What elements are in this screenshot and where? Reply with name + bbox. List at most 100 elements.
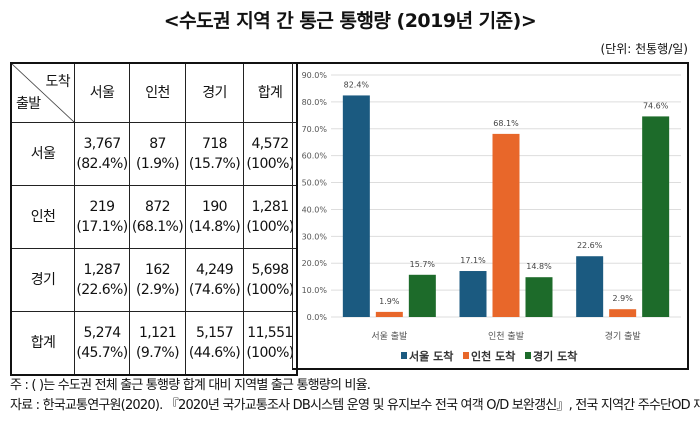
- cell-value: 872: [145, 199, 171, 215]
- cell-percent: (15.7%): [188, 156, 241, 172]
- data-label: 1.9%: [379, 297, 400, 306]
- row-header: 경기: [10, 248, 75, 312]
- unit-label: (단위: 천통행/일): [600, 42, 688, 56]
- data-label: 15.7%: [410, 260, 436, 269]
- table-cell: 11,551 (100%): [243, 311, 298, 376]
- commute-table: 도착 출발 서울 인천 경기 합계 서울 3,767 (82.4%) 87 (1.9%) 7…: [10, 62, 298, 376]
- cell-percent: (100%): [246, 345, 294, 361]
- col-header: 합계: [243, 62, 298, 123]
- cell-value: 718: [202, 136, 228, 152]
- table-cell: 1,121 (9.7%): [129, 311, 186, 376]
- legend-label: 서울 도착: [409, 349, 453, 363]
- corner-arrival: 도착: [45, 74, 70, 90]
- y-tick-label: 80.0%: [302, 98, 328, 107]
- cell-percent: (100%): [246, 156, 294, 172]
- data-label: 74.6%: [643, 101, 669, 110]
- data-label: 2.9%: [613, 294, 634, 303]
- cell-percent: (1.9%): [136, 156, 180, 172]
- y-tick-label: 40.0%: [302, 205, 328, 214]
- y-tick-label: 30.0%: [302, 232, 328, 241]
- page-title: <수도권 지역 간 통근 통행량 (2019년 기준)>: [163, 10, 537, 32]
- table-cell: 190 (14.8%): [185, 185, 244, 249]
- cell-percent: (82.4%): [76, 156, 128, 172]
- cell-percent: (45.7%): [76, 345, 128, 361]
- cell-percent: (44.6%): [188, 345, 241, 361]
- legend-swatch: [463, 352, 469, 359]
- row-header: 합계: [10, 311, 75, 376]
- row-header: 인천: [10, 185, 75, 249]
- cell-percent: (2.9%): [136, 282, 180, 298]
- col-header: 경기: [185, 62, 244, 123]
- cell-value: 1,287: [83, 262, 121, 278]
- table-row: 합계 5,274 (45.7%) 1,121 (9.7%) 5,157 (44.6%) 11,…: [10, 311, 298, 376]
- y-tick-label: 70.0%: [302, 125, 328, 134]
- chart: 0.0% 10.0% 20.0% 30.0% 40.0% 50.0% 60.0% 70.0% 8…: [292, 62, 689, 370]
- cell-value: 4,572: [251, 136, 289, 152]
- note-line: 주 : ( )는 수도권 전체 출근 통행량 합계 대비 지역별 출근 통행량의…: [10, 378, 371, 393]
- data-label: 17.1%: [460, 256, 486, 265]
- legend-swatch: [525, 352, 531, 359]
- cell-percent: (100%): [246, 219, 294, 235]
- y-tick-label: 60.0%: [302, 152, 328, 161]
- cell-value: 219: [89, 199, 116, 215]
- y-tick-label: 50.0%: [302, 179, 328, 188]
- data-label: 82.4%: [344, 80, 370, 89]
- cell-percent: (9.7%): [136, 345, 180, 361]
- table-row: 서울 3,767 (82.4%) 87 (1.9%) 718 (15.7%) 4,572 (10…: [10, 122, 298, 186]
- cell-percent: (17.1%): [76, 219, 128, 235]
- bar: [408, 274, 436, 317]
- table-cell: 219 (17.1%): [74, 185, 130, 249]
- bar: [576, 256, 604, 317]
- corner-cell: 도착 출발: [10, 62, 75, 123]
- col-header: 인천: [129, 62, 186, 123]
- col-header: 서울: [74, 62, 130, 123]
- cell-value: 5,157: [195, 325, 234, 341]
- cell-value: 190: [202, 199, 228, 215]
- y-tick-label: 0.0%: [307, 313, 328, 322]
- cell-percent: (68.1%): [131, 219, 184, 235]
- table-cell: 4,249 (74.6%): [185, 248, 244, 312]
- cell-value: 11,551: [247, 325, 293, 341]
- table-cell: 5,157 (44.6%): [185, 311, 244, 376]
- table-cell: 4,572 (100%): [243, 122, 298, 186]
- data-label: 14.8%: [526, 262, 552, 271]
- cell-value: 4,249: [195, 262, 234, 278]
- x-tick-label: 인천 출발: [488, 331, 524, 342]
- cell-percent: (14.8%): [188, 219, 241, 235]
- cell-percent: (100%): [246, 282, 294, 298]
- x-tick-label: 경기 출발: [605, 330, 641, 342]
- table-cell: 162 (2.9%): [129, 248, 186, 312]
- legend-label: 경기 도착: [533, 349, 577, 363]
- bar: [525, 277, 553, 317]
- y-tick-label: 10.0%: [302, 286, 328, 295]
- legend-swatch: [401, 352, 407, 359]
- table-row: 경기 1,287 (22.6%) 162 (2.9%) 4,249 (74.6%) 5,698…: [10, 248, 298, 312]
- cell-value: 5,274: [83, 325, 121, 341]
- bar: [459, 271, 487, 317]
- notes: 주 : ( )는 수도권 전체 출근 통행량 합계 대비 지역별 출근 통행량의…: [10, 376, 700, 416]
- data-label: 68.1%: [493, 119, 519, 128]
- corner-departure: 출발: [16, 96, 41, 112]
- legend-label: 인천 도착: [471, 349, 515, 363]
- bar: [342, 95, 370, 318]
- bar: [492, 133, 520, 317]
- cell-value: 5,698: [251, 262, 289, 278]
- table-cell: 872 (68.1%): [129, 185, 186, 249]
- cell-value: 3,767: [83, 136, 121, 152]
- table-cell: 5,274 (45.7%): [74, 311, 130, 376]
- table-cell: 718 (15.7%): [185, 122, 244, 186]
- cell-value: 162: [145, 262, 171, 278]
- cell-value: 1,281: [251, 199, 289, 215]
- cell-value: 1,121: [138, 325, 177, 341]
- bar: [609, 309, 637, 317]
- cell-percent: (22.6%): [76, 282, 128, 298]
- data-label: 22.6%: [577, 241, 603, 250]
- row-header: 서울: [10, 122, 75, 186]
- cell-value: 87: [149, 136, 166, 152]
- y-tick-label: 20.0%: [302, 259, 328, 268]
- source-line: 자료 : 한국교통연구원(2020). 『2020년 국가교통조사 DB시스템 …: [10, 398, 700, 413]
- table-cell: 5,698 (100%): [243, 248, 298, 312]
- table-row: 인천 219 (17.1%) 872 (68.1%) 190 (14.8%) 1,281 (10…: [10, 185, 298, 249]
- bar: [375, 311, 403, 317]
- table-cell: 3,767 (82.4%): [74, 122, 130, 186]
